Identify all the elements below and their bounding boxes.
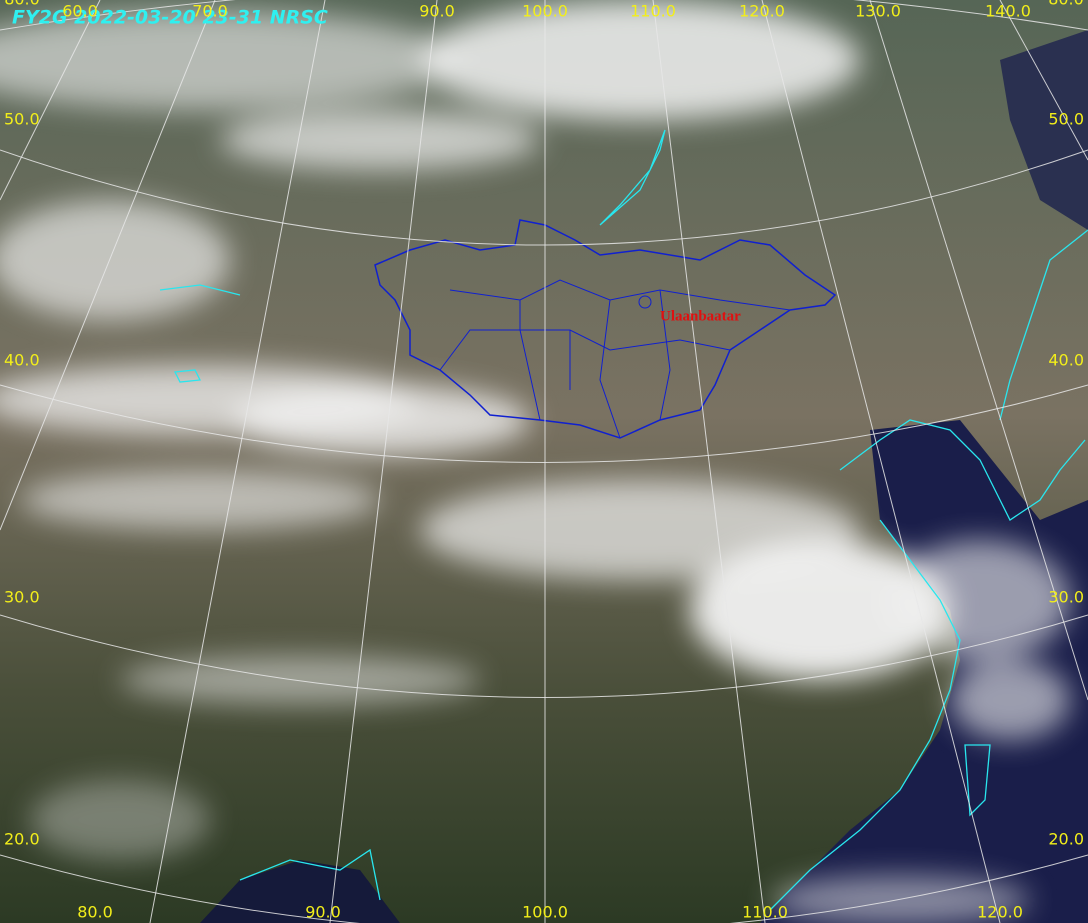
longitude-label: 110.0: [630, 2, 676, 21]
longitude-label: 100.0: [522, 903, 568, 922]
latitude-label: 40.0: [4, 351, 40, 370]
longitude-label: 140.0: [985, 2, 1031, 21]
longitude-label: 110.0: [742, 903, 788, 922]
longitude-label: 70.0: [192, 2, 228, 21]
image-title: FY2G 2022-03-20 23-31 NRSC: [12, 7, 328, 29]
longitude-label: 90.0: [419, 2, 455, 21]
latitude-label: 50.0: [4, 110, 40, 129]
longitude-label: 90.0: [305, 903, 341, 922]
ocean: [200, 860, 400, 923]
longitude-label: 80.0: [4, 0, 40, 9]
ocean: [1000, 30, 1088, 230]
city-boundary: [638, 295, 652, 309]
province-borders: [439, 279, 791, 439]
latitude-label: 50.0: [1048, 110, 1084, 129]
latitude-label: 40.0: [1048, 351, 1084, 370]
latitude-label: 20.0: [4, 830, 40, 849]
longitude-label: 120.0: [739, 2, 785, 21]
longitude-label: 80.0: [77, 903, 113, 922]
latitude-label: 30.0: [1048, 588, 1084, 607]
city-label: Ulaanbaatar: [660, 308, 741, 324]
longitude-label: 100.0: [522, 2, 568, 21]
coastlines: [159, 129, 1088, 911]
longitude-label: 120.0: [977, 903, 1023, 922]
longitude-label: 60.0: [62, 2, 98, 21]
longitude-label: 80.0: [1048, 0, 1084, 9]
latitude-label: 30.0: [4, 588, 40, 607]
longitude-label: 130.0: [855, 2, 901, 21]
latitude-label: 20.0: [1048, 830, 1084, 849]
